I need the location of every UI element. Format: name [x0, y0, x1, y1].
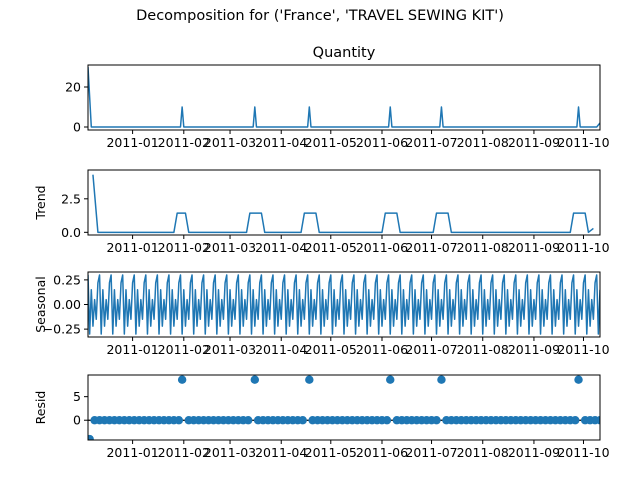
- x-tick-label: 2011-05: [305, 445, 357, 460]
- y-tick-label: 0.0: [61, 225, 81, 240]
- x-tick-label: 2011-02: [158, 135, 210, 150]
- x-tick-label: 2011-08: [457, 342, 509, 357]
- resid-point: [88, 434, 94, 440]
- x-tick-label: 2011-05: [305, 135, 357, 150]
- resid-point: [382, 416, 392, 425]
- x-tick-label: 2011-04: [255, 342, 307, 357]
- panel-observed: 0202011-012011-022011-032011-042011-0520…: [65, 45, 610, 150]
- resid-point: [437, 375, 446, 384]
- resid-point: [595, 416, 600, 425]
- x-tick-label: 2011-10: [557, 135, 609, 150]
- x-tick-label: 2011-03: [204, 342, 256, 357]
- plot-area: [92, 174, 594, 234]
- x-tick-label: 2011-09: [508, 135, 560, 150]
- x-tick-label: 2011-04: [255, 240, 307, 255]
- plot-area: [88, 375, 600, 440]
- x-tick-label: 2011-07: [405, 445, 457, 460]
- x-tick-label: 2011-06: [356, 135, 408, 150]
- x-tick-label: 2011-01: [106, 445, 158, 460]
- x-tick-label: 2011-08: [457, 240, 509, 255]
- axes-frame: [87, 374, 601, 441]
- x-tick-label: 2011-07: [405, 240, 457, 255]
- x-tick-label: 2011-03: [204, 445, 256, 460]
- x-tick-label: 2011-06: [356, 240, 408, 255]
- x-tick-label: 2011-02: [158, 445, 210, 460]
- x-tick-label: 2011-10: [557, 240, 609, 255]
- x-tick-label: 2011-03: [204, 135, 256, 150]
- panel-title: Quantity: [313, 45, 376, 61]
- x-tick-label: 2011-08: [457, 135, 509, 150]
- series-line: [88, 274, 600, 335]
- resid-point: [177, 375, 187, 384]
- x-tick-label: 2011-10: [557, 342, 609, 357]
- x-tick-label: 2011-06: [356, 342, 408, 357]
- resid-point: [174, 416, 184, 425]
- y-tick-label: 2.5: [61, 191, 81, 206]
- resid-point: [386, 375, 395, 384]
- x-tick-label: 2011-01: [106, 342, 158, 357]
- y-tick-label: 0.25: [53, 272, 81, 287]
- panel-resid: 052011-012011-022011-032011-042011-05201…: [33, 374, 610, 460]
- resid-point: [571, 416, 580, 425]
- resid-point: [298, 416, 307, 425]
- x-tick-label: 2011-01: [106, 240, 158, 255]
- x-tick-label: 2011-10: [557, 445, 609, 460]
- axes-frame: [87, 169, 601, 236]
- figure-suptitle: Decomposition for ('France', 'TRAVEL SEW…: [136, 8, 504, 24]
- y-tick-label: 0: [73, 413, 81, 428]
- x-tick-label: 2011-09: [508, 240, 560, 255]
- y-tick-label: 0.00: [53, 297, 81, 312]
- y-axis-label: Seasonal: [33, 276, 48, 333]
- panel-trend: 0.02.52011-012011-022011-032011-042011-0…: [33, 169, 610, 255]
- x-tick-label: 2011-05: [305, 342, 357, 357]
- y-tick-label: 5: [73, 389, 81, 404]
- x-tick-label: 2011-06: [356, 445, 408, 460]
- resid-point: [574, 375, 583, 384]
- x-tick-label: 2011-07: [405, 135, 457, 150]
- x-tick-label: 2011-09: [508, 342, 560, 357]
- x-tick-label: 2011-02: [158, 342, 210, 357]
- x-tick-label: 2011-09: [508, 445, 560, 460]
- x-tick-label: 2011-04: [255, 445, 307, 460]
- x-tick-label: 2011-02: [158, 240, 210, 255]
- series-line: [88, 66, 600, 128]
- y-tick-label: 0: [73, 120, 81, 135]
- x-tick-label: 2011-04: [255, 135, 307, 150]
- resid-point: [432, 416, 441, 425]
- resid-point: [244, 416, 253, 425]
- x-tick-label: 2011-03: [204, 240, 256, 255]
- axes-frame: [87, 64, 601, 131]
- x-tick-label: 2011-07: [405, 342, 457, 357]
- plot-area: [88, 66, 600, 128]
- y-tick-label: 20: [65, 80, 81, 95]
- x-tick-label: 2011-05: [305, 240, 357, 255]
- resid-point: [305, 375, 314, 384]
- resid-point: [250, 375, 260, 384]
- y-tick-label: −0.25: [43, 322, 81, 337]
- x-tick-label: 2011-01: [106, 135, 158, 150]
- series-line: [92, 174, 594, 234]
- panel-seasonal: 0.250.00−0.252011-012011-022011-032011-0…: [33, 271, 610, 357]
- x-tick-label: 2011-08: [457, 445, 509, 460]
- y-axis-label: Resid: [33, 391, 48, 425]
- y-axis-label: Trend: [33, 185, 48, 220]
- plot-area: [88, 274, 600, 335]
